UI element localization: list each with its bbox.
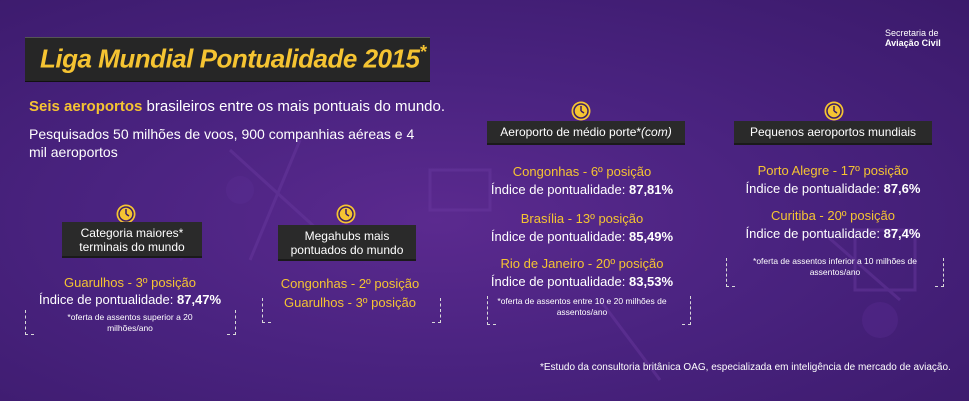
megahubs-airport-2: Guarulhos - 3º posição [284, 295, 416, 310]
clock-icon [571, 101, 591, 121]
dashed-bracket [726, 258, 735, 287]
pequenos-airport-1: Porto Alegre - 17º posição [757, 163, 909, 178]
intro-highlight: Seis aeroportos [29, 98, 143, 115]
category-pequenos-label: Pequenos aeroportos mundiais [734, 121, 932, 145]
maiores-airport: Guarulhos - 3º posição [64, 275, 196, 290]
medio-index-3: Índice de pontualidade: 83,53% [490, 274, 674, 289]
maiores-index: Índice de pontualidade: 87,47% [38, 292, 222, 307]
medio-index-2: Índice de pontualidade: 85,49% [490, 229, 674, 244]
intro-headline-rest: brasileiros entre os mais pontuais do mu… [142, 98, 446, 115]
medio-airport-2: Brasília - 13º posição [520, 211, 644, 226]
maiores-footnote: *oferta de assentos superior a 20 milhõe… [67, 312, 193, 333]
pequenos-airport-2: Curitiba - 20º posição [771, 208, 895, 223]
megahubs-airport-1: Congonhas - 2º posição [280, 276, 420, 291]
category-megahubs-label: Megahubs mais pontuados do mundo [278, 225, 416, 261]
dashed-bracket [262, 298, 271, 323]
dashed-bracket [487, 296, 496, 325]
pequenos-footnote: *oferta de assentos inferior a 10 milhõe… [753, 256, 917, 277]
intro-subtext: Pesquisados 50 milhões de voos, 900 comp… [29, 126, 415, 160]
category-maiores-label: Categoria maiores* terminais do mundo [62, 222, 202, 258]
medio-airport-1: Congonhas - 6º posição [512, 164, 652, 179]
category-medio-label: Aeroporto de médio porte*(com) [487, 121, 685, 145]
medio-footnote: *oferta de assentos entre 10 e 20 milhõe… [497, 296, 667, 317]
dashed-bracket [432, 298, 441, 323]
source-footnote: *Estudo da consultoria britânica OAG, es… [540, 362, 951, 373]
medio-airport-3: Rio de Janeiro - 20º posição [500, 256, 664, 271]
pequenos-index-2: Índice de pontualidade: 87,4% [745, 226, 921, 241]
title-banner [25, 37, 430, 82]
clock-icon [336, 204, 356, 224]
medio-index-1: Índice de pontualidade: 87,81% [490, 182, 674, 197]
org-name-line1: Secretaria de [885, 28, 939, 38]
page-title: Liga Mundial Pontualidade 2015* [40, 42, 426, 74]
dashed-bracket [227, 310, 236, 335]
org-name-line2: Aviação Civil [885, 38, 941, 48]
pequenos-index-1: Índice de pontualidade: 87,6% [745, 181, 921, 196]
intro-headline: Seis aeroportos brasileiros entre os mai… [29, 98, 445, 115]
dashed-bracket [682, 296, 691, 325]
clock-icon [116, 204, 136, 224]
dashed-bracket [25, 310, 34, 335]
dashed-bracket [935, 258, 944, 287]
title-asterisk: * [419, 42, 426, 62]
org-logo: Secretaria de Aviação Civil [885, 28, 941, 48]
clock-icon [824, 101, 844, 121]
